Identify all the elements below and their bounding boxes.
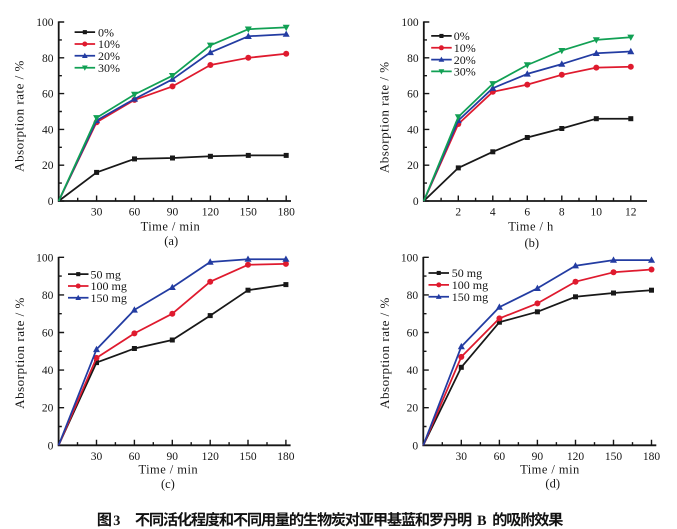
svg-text:60: 60 [129,207,141,219]
svg-text:150: 150 [605,451,623,463]
svg-text:150 mg: 150 mg [91,291,127,305]
svg-text:0%: 0% [454,29,470,43]
svg-text:8: 8 [559,207,565,219]
svg-text:180: 180 [277,451,295,463]
svg-text:40: 40 [42,365,54,377]
svg-text:90: 90 [167,451,179,463]
svg-text:0: 0 [412,440,418,452]
svg-text:80: 80 [407,53,419,65]
svg-text:100: 100 [36,17,54,29]
svg-text:20: 20 [407,160,419,172]
svg-text:120: 120 [567,451,585,463]
svg-text:4: 4 [490,207,496,219]
svg-text:(b): (b) [525,236,540,250]
svg-text:20: 20 [407,403,419,415]
svg-text:50 mg: 50 mg [452,266,482,280]
svg-text:(c): (c) [161,477,175,491]
svg-text:60: 60 [129,451,141,463]
svg-text:(d): (d) [545,476,560,490]
svg-text:90: 90 [532,451,544,463]
svg-text:40: 40 [407,124,419,136]
svg-text:Time / h: Time / h [508,220,554,234]
svg-text:80: 80 [407,290,419,302]
svg-text:12: 12 [625,207,637,219]
svg-text:Time / min: Time / min [520,463,580,477]
svg-text:0: 0 [413,196,419,208]
svg-text:80: 80 [42,53,54,65]
svg-text:60: 60 [42,89,54,101]
svg-text:30: 30 [91,451,103,463]
svg-text:30: 30 [91,207,103,219]
svg-text:30%: 30% [98,61,120,75]
svg-text:50 mg: 50 mg [91,267,121,281]
svg-text:0: 0 [48,440,54,452]
svg-text:10%: 10% [454,41,476,55]
svg-text:80: 80 [42,290,54,302]
svg-text:Absorption rate / %: Absorption rate / % [12,297,27,409]
svg-text:30: 30 [456,451,468,463]
svg-text:60: 60 [407,328,419,340]
svg-text:Time / min: Time / min [138,463,198,477]
svg-text:6: 6 [524,207,530,219]
svg-text:60: 60 [494,451,506,463]
svg-text:0%: 0% [98,25,114,39]
svg-text:100: 100 [401,252,419,264]
svg-text:10: 10 [591,207,603,219]
svg-text:120: 120 [202,207,220,219]
svg-text:120: 120 [202,451,220,463]
svg-text:100: 100 [36,252,54,264]
svg-text:180: 180 [643,451,661,463]
svg-text:40: 40 [42,124,54,136]
svg-text:40: 40 [407,365,419,377]
svg-text:30%: 30% [454,65,476,79]
svg-text:150 mg: 150 mg [452,290,488,304]
svg-text:20%: 20% [454,53,476,67]
svg-text:60: 60 [407,89,419,101]
svg-text:(a): (a) [164,234,178,248]
svg-text:0: 0 [48,196,54,208]
svg-text:Absorption rate / %: Absorption rate / % [12,60,27,172]
svg-text:10%: 10% [98,37,120,51]
svg-text:150: 150 [239,451,257,463]
svg-text:Absorption rate / %: Absorption rate / % [377,297,392,409]
svg-text:180: 180 [278,207,296,219]
svg-text:60: 60 [42,328,54,340]
svg-text:20%: 20% [98,49,120,63]
svg-text:90: 90 [167,207,179,219]
svg-text:20: 20 [42,403,54,415]
svg-text:20: 20 [42,160,54,172]
svg-text:2: 2 [455,207,461,219]
svg-text:100 mg: 100 mg [91,279,127,293]
svg-text:100 mg: 100 mg [452,278,488,292]
svg-text:150: 150 [240,207,258,219]
svg-text:100: 100 [401,17,419,29]
svg-text:Time / min: Time / min [141,220,201,234]
svg-text:Absorption rate / %: Absorption rate / % [377,61,392,173]
